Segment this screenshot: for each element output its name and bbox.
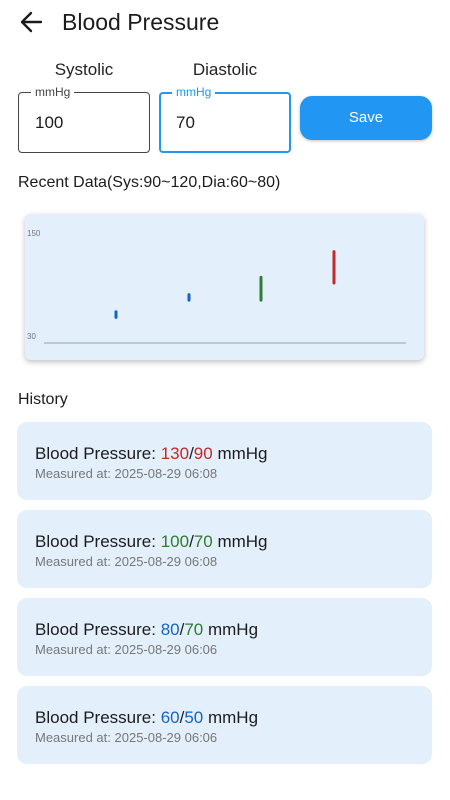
history-item[interactable]: Blood Pressure: 80/70 mmHg Measured at: 2… bbox=[17, 598, 432, 676]
diastolic-label: Diastolic bbox=[192, 60, 258, 79]
history-item[interactable]: Blood Pressure: 130/90 mmHg Measured at: … bbox=[17, 422, 432, 500]
systolic-field[interactable]: mmHg 100 bbox=[18, 84, 150, 153]
measured-at: Measured at: 2025-08-29 06:08 bbox=[35, 554, 217, 570]
systolic-reading: 80 bbox=[160, 620, 180, 639]
systolic-reading: 100 bbox=[160, 532, 190, 551]
measured-time: 2025-08-29 06:08 bbox=[114, 554, 218, 569]
recent-chart: 150 30 bbox=[25, 214, 424, 360]
measured-at: Measured at: 2025-08-29 06:08 bbox=[35, 466, 217, 482]
diastolic-field[interactable]: mmHg 70 bbox=[159, 84, 291, 153]
measured-label: Measured at: bbox=[35, 466, 115, 481]
app-bar: Blood Pressure bbox=[0, 0, 450, 44]
measured-label: Measured at: bbox=[35, 730, 115, 745]
chart-svg: 150 30 bbox=[27, 229, 406, 344]
diastolic-unit-label: mmHg bbox=[172, 84, 216, 100]
reading-label: Blood Pressure: bbox=[35, 708, 161, 727]
history-reading: Blood Pressure: 130/90 mmHg bbox=[35, 443, 268, 465]
history-list: Blood Pressure: 130/90 mmHg Measured at: … bbox=[17, 422, 432, 774]
y-tick-label: 150 bbox=[27, 229, 41, 238]
measured-time: 2025-08-29 06:08 bbox=[114, 466, 218, 481]
history-item[interactable]: Blood Pressure: 100/70 mmHg Measured at: … bbox=[17, 510, 432, 588]
measured-label: Measured at: bbox=[35, 642, 115, 657]
systolic-value[interactable]: 100 bbox=[35, 113, 64, 132]
systolic-reading: 60 bbox=[160, 708, 180, 727]
diastolic-value[interactable]: 70 bbox=[176, 113, 195, 132]
history-reading: Blood Pressure: 60/50 mmHg bbox=[35, 707, 258, 729]
back-button[interactable] bbox=[16, 8, 46, 36]
reading-separator: / bbox=[189, 532, 194, 551]
reading-label: Blood Pressure: bbox=[35, 532, 161, 551]
diastolic-reading: 50 bbox=[184, 708, 204, 727]
measured-at: Measured at: 2025-08-29 06:06 bbox=[35, 730, 217, 746]
reading-label: Blood Pressure: bbox=[35, 444, 161, 463]
reading-unit: mmHg bbox=[203, 708, 259, 727]
diastolic-reading: 90 bbox=[193, 444, 213, 463]
measured-time: 2025-08-29 06:06 bbox=[114, 730, 218, 745]
measured-at: Measured at: 2025-08-29 06:06 bbox=[35, 642, 217, 658]
diastolic-reading: 70 bbox=[184, 620, 204, 639]
reading-label: Blood Pressure: bbox=[35, 620, 161, 639]
bp-range-bar bbox=[259, 275, 263, 302]
reading-unit: mmHg bbox=[212, 444, 268, 463]
history-item[interactable]: Blood Pressure: 60/50 mmHg Measured at: 2… bbox=[17, 686, 432, 764]
history-reading: Blood Pressure: 100/70 mmHg bbox=[35, 531, 268, 553]
reading-separator: / bbox=[179, 708, 185, 727]
systolic-reading: 130 bbox=[160, 444, 190, 463]
y-tick-label: 30 bbox=[27, 332, 36, 341]
bp-range-bar bbox=[114, 310, 118, 319]
measured-time: 2025-08-29 06:06 bbox=[114, 642, 218, 657]
arrow-left-icon bbox=[20, 11, 43, 33]
history-reading: Blood Pressure: 80/70 mmHg bbox=[35, 619, 258, 641]
systolic-unit-label: mmHg bbox=[31, 84, 75, 100]
save-button[interactable]: Save bbox=[300, 96, 432, 140]
bp-range-bar bbox=[187, 293, 191, 302]
diastolic-reading: 70 bbox=[193, 532, 213, 551]
systolic-label: Systolic bbox=[54, 60, 114, 79]
page-title: Blood Pressure bbox=[62, 9, 220, 35]
reading-separator: / bbox=[189, 444, 194, 463]
history-title: History bbox=[18, 391, 68, 408]
measured-label: Measured at: bbox=[35, 554, 115, 569]
recent-data-title: Recent Data(Sys:90~120,Dia:60~80) bbox=[18, 174, 281, 191]
reading-unit: mmHg bbox=[203, 620, 259, 639]
bp-range-bar bbox=[332, 250, 336, 285]
reading-separator: / bbox=[179, 620, 185, 639]
reading-unit: mmHg bbox=[212, 532, 268, 551]
